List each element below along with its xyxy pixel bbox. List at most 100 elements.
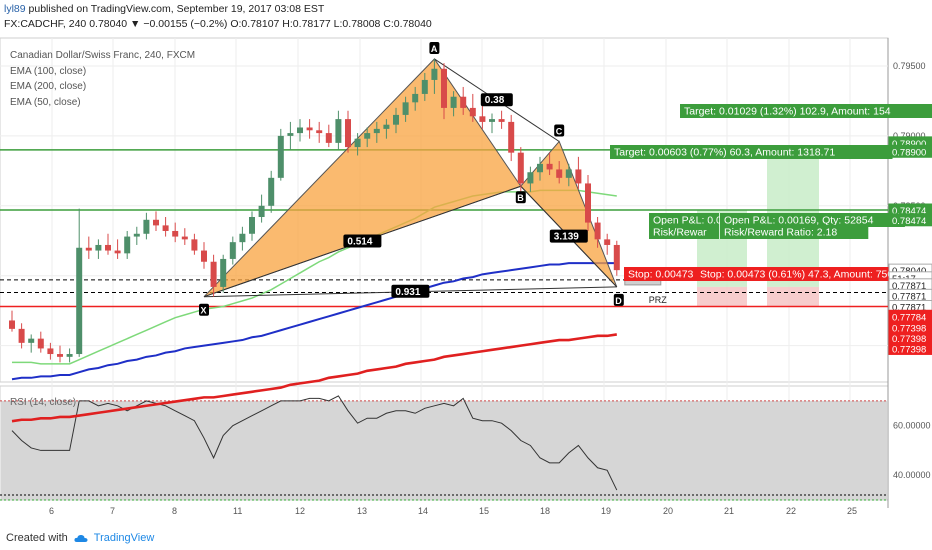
candle-up — [268, 177, 275, 206]
candle-up — [450, 96, 457, 108]
candle-up — [287, 133, 294, 136]
ratio-badge — [343, 234, 382, 248]
candle-up — [239, 233, 246, 243]
tradingview-cloud-icon — [74, 534, 88, 542]
ratio-badge — [480, 93, 513, 107]
candle-up — [527, 172, 534, 184]
ratio-label: 0.514 — [347, 236, 372, 247]
target-label-1-bg — [610, 145, 893, 159]
legend-ema100[interactable]: EMA (100, close) — [10, 65, 87, 77]
candle-up — [364, 133, 371, 139]
candle-down — [181, 236, 188, 240]
candle-up — [143, 219, 150, 234]
candle-up — [431, 68, 438, 80]
rsi-tick-label: 60.00000 — [893, 421, 931, 431]
stop-zone-2 — [767, 286, 819, 307]
x-tick-label: 13 — [357, 506, 367, 516]
open-pnl-label-1-bg — [649, 213, 719, 227]
legend-title[interactable]: Canadian Dollar/Swiss Franc, 240, FXCM — [10, 50, 196, 61]
price-tag-label: 0.77398 — [892, 344, 926, 355]
price-tag-bg — [888, 144, 932, 158]
x-tick-label: 20 — [663, 506, 673, 516]
x-tick-label: 21 — [724, 506, 734, 516]
price-tag-bg — [888, 213, 932, 227]
username-link[interactable]: lyl89 — [4, 3, 26, 15]
legend-ema200[interactable]: EMA (200, close) — [10, 81, 87, 92]
x-tick-label: 14 — [418, 506, 428, 516]
candle-up — [383, 124, 390, 129]
rr-label-1: Risk/Rewar — [653, 227, 707, 239]
candle-up — [229, 242, 236, 259]
candle-down — [37, 338, 44, 349]
candle-up — [277, 135, 284, 178]
candle-down — [153, 219, 159, 226]
x-tick-label: 8 — [172, 506, 177, 516]
pattern-point-badge — [199, 303, 209, 316]
x-tick-label: 11 — [233, 506, 242, 516]
candle-down — [517, 152, 524, 184]
candle-down — [460, 96, 467, 108]
rsi-legend[interactable]: RSI (14, close) — [10, 397, 77, 408]
ratio-label: 0.38 — [485, 95, 505, 106]
price-tag-label: 0.77784 — [892, 312, 926, 323]
candle-up — [66, 354, 73, 357]
chart-legend: Canadian Dollar/Swiss Franc, 240, FXCM E… — [10, 48, 195, 110]
candle-up — [335, 119, 342, 143]
candle-up — [565, 169, 572, 178]
candle-up — [354, 138, 361, 148]
candle-down — [469, 107, 476, 117]
price-tag-label: 0.78900 — [892, 147, 926, 158]
pattern-point-label: D — [615, 296, 622, 306]
publish-text: published on TradingView.com, September … — [28, 3, 325, 15]
candle-down — [210, 261, 217, 287]
candle-down — [498, 119, 505, 122]
candle-down — [325, 133, 332, 143]
candle-up — [133, 233, 140, 237]
candle-up — [95, 244, 102, 251]
pattern-point-label: B — [517, 193, 524, 203]
rsi-line — [11, 395, 618, 491]
pattern-point-label: A — [431, 44, 438, 54]
stop-label-1-bg — [624, 267, 696, 281]
publish-line: lyl89 published on TradingView.com, Sept… — [4, 3, 324, 15]
candle-up — [249, 216, 255, 234]
candle-up — [402, 102, 409, 115]
pattern-point-badge — [613, 293, 624, 306]
stop-zone-1 — [697, 286, 747, 307]
price-tag-bg — [888, 341, 932, 355]
tradingview-brand[interactable]: TradingView — [93, 532, 155, 544]
rr-label-2-bg — [720, 225, 869, 239]
candle-down — [162, 225, 169, 231]
candle-down — [306, 127, 313, 131]
candle-down — [85, 247, 92, 251]
ratio-badge — [549, 229, 588, 243]
candle-down — [47, 348, 54, 355]
x-tick-label: 19 — [601, 506, 611, 516]
open-pnl-label-2: Open P&L: 0.00169, Qty: 52854 — [724, 215, 874, 227]
price-tag-label: 0.77398 — [892, 334, 926, 345]
candle-down — [114, 250, 121, 254]
target-label-2: Target: 0.01029 (1.32%) 102.9, Amount: 1… — [684, 106, 891, 118]
x-tick-label: 18 — [540, 506, 550, 516]
open-pnl-label-1: Open P&L: 0.0 — [653, 215, 722, 227]
pattern-point-label: C — [556, 126, 563, 136]
candle-down — [9, 320, 15, 329]
candle-down — [172, 230, 179, 237]
x-tick-label: 6 — [49, 506, 54, 516]
stop-label-2: Stop: 0.00473 (0.61%) 47.3, Amount: 750 — [700, 269, 893, 281]
candle-down — [585, 183, 591, 223]
candle-down — [441, 68, 447, 108]
rsi-tick-label: 40.00000 — [893, 470, 931, 480]
candle-down — [57, 354, 63, 357]
candle-down — [345, 119, 351, 148]
candle-down — [556, 169, 563, 178]
stop-label-2-bg — [696, 267, 932, 281]
legend-ema50[interactable]: EMA (50, close) — [10, 96, 81, 108]
candle-up — [393, 114, 399, 125]
price-tag-label: 0.77871 — [892, 291, 926, 302]
x-tick-label: 25 — [847, 506, 857, 516]
candle-up — [28, 338, 35, 343]
ema50-line — [12, 189, 617, 365]
price-tag-label: 0.78900 — [892, 139, 926, 150]
